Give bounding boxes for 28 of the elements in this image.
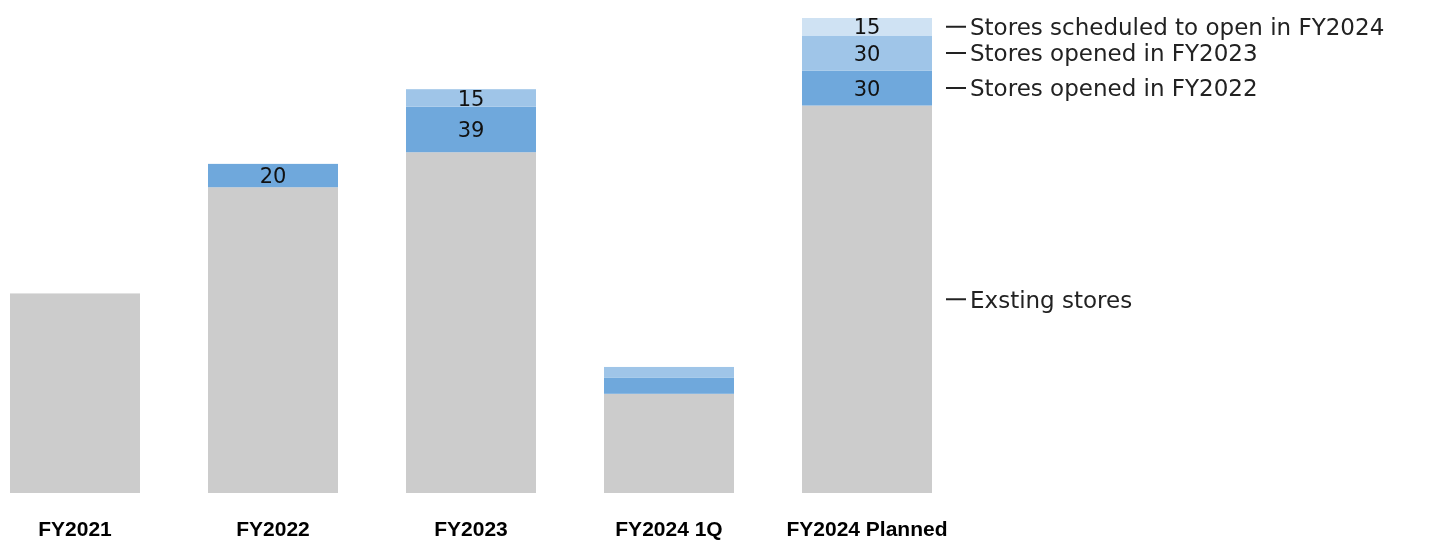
series-label: Exsting stores <box>970 286 1133 313</box>
series-label: Stores opened in FY2022 <box>970 75 1258 102</box>
data-label: 30 <box>853 76 881 101</box>
bar <box>802 70 932 106</box>
bar <box>406 152 536 493</box>
bar <box>802 18 932 36</box>
bar <box>208 163 338 188</box>
bar <box>604 393 734 493</box>
data-label: 20 <box>259 164 287 189</box>
x-tick-label: FY2022 <box>236 517 310 540</box>
x-tick-label: FY2023 <box>434 517 508 540</box>
bar <box>10 293 140 493</box>
bar <box>604 377 734 394</box>
data-label: 30 <box>853 41 881 66</box>
series-label: Stores opened in FY2023 <box>970 40 1258 67</box>
x-tick-label: FY2024 Planned <box>786 517 948 540</box>
bar <box>406 106 536 153</box>
data-label: 15 <box>853 15 881 40</box>
bar <box>406 89 536 107</box>
bar <box>802 105 932 493</box>
series-label: Stores scheduled to open in FY2024 <box>970 14 1385 41</box>
x-tick-label: FY2024 1Q <box>615 517 723 540</box>
bar <box>802 35 932 71</box>
bar <box>604 366 734 378</box>
bar <box>208 187 338 493</box>
data-label: 39 <box>457 118 485 143</box>
data-label: 15 <box>457 86 485 111</box>
x-tick-label: FY2021 <box>38 517 113 540</box>
